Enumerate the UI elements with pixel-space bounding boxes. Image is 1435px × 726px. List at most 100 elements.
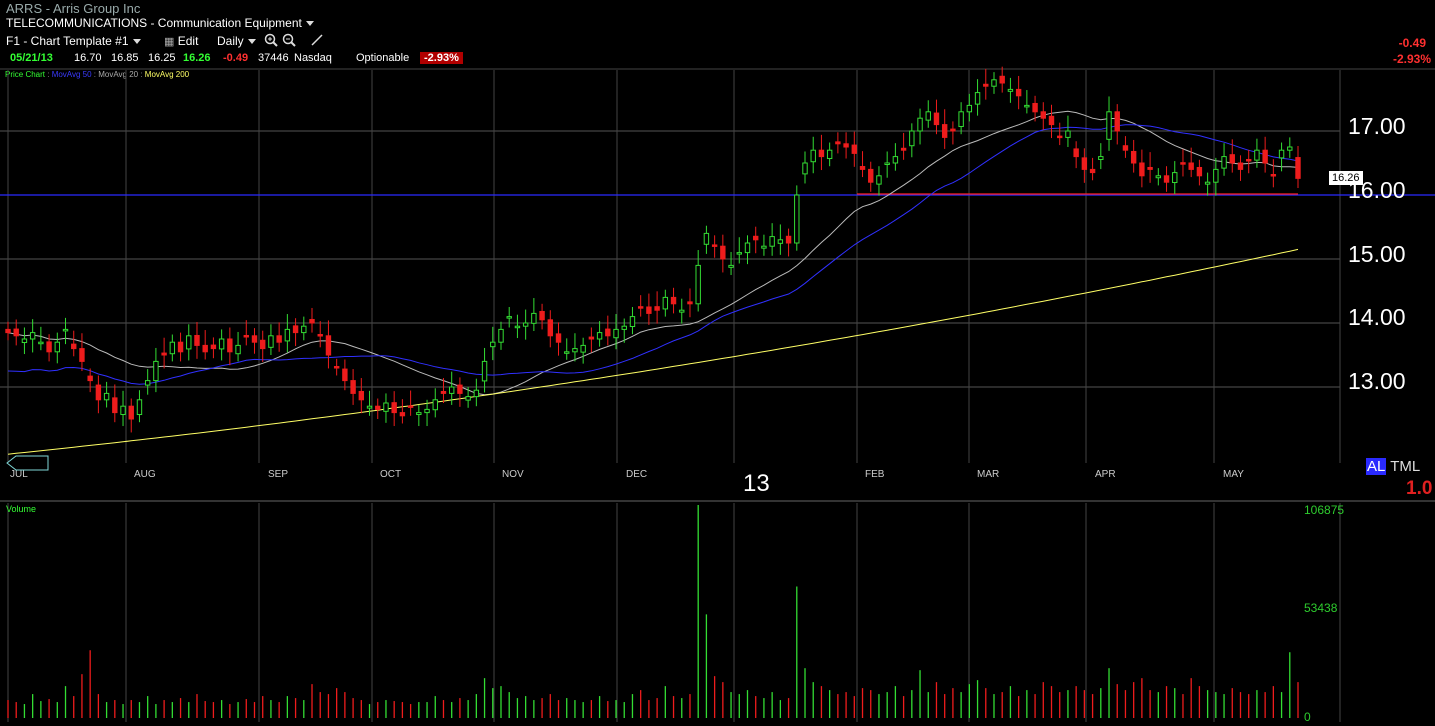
candle-body <box>243 334 249 338</box>
candle-body <box>925 111 931 121</box>
candle-body <box>1073 148 1079 158</box>
candle-body <box>900 147 907 151</box>
zoom-in-icon[interactable] <box>264 33 278 50</box>
month-mar: MAR <box>977 469 1000 480</box>
candle-body <box>79 348 85 362</box>
candle-body <box>1147 166 1153 170</box>
quote-exchange: Nasdaq <box>294 52 332 64</box>
candle-body <box>95 384 102 401</box>
candle-body <box>835 141 841 145</box>
candle-body <box>186 335 192 350</box>
candle-body <box>1270 174 1277 177</box>
candle-body <box>424 408 430 414</box>
candle-body <box>966 104 973 113</box>
candle-body <box>555 333 562 343</box>
candle-body <box>547 319 553 337</box>
candle-body <box>103 392 110 401</box>
candle-body <box>909 130 915 147</box>
candle-body <box>843 143 849 148</box>
edit-icon: ▦ <box>164 36 175 48</box>
candle-body <box>1262 149 1268 164</box>
candle-body <box>218 338 225 350</box>
quote-open: 16.70 <box>74 52 102 64</box>
candle-body <box>514 325 521 329</box>
candle-body <box>687 301 693 305</box>
candle-body <box>358 390 365 401</box>
candle-body <box>1081 157 1088 170</box>
candle-body <box>785 235 792 244</box>
candle-body <box>120 405 126 416</box>
candle-body <box>202 344 208 353</box>
candle-body <box>498 328 504 343</box>
period-selector[interactable]: Daily <box>217 34 256 48</box>
candle-body <box>588 336 595 340</box>
candle-body <box>375 405 381 410</box>
month-oct: OCT <box>380 469 402 480</box>
scroll-left-icon[interactable] <box>6 455 50 471</box>
tml-label: TML <box>1390 458 1421 475</box>
candle-body <box>777 239 784 244</box>
template-selector[interactable]: F1 - Chart Template #1 <box>6 34 141 48</box>
month-aug: AUG <box>134 469 156 480</box>
candle-body <box>802 162 808 175</box>
candle-body <box>695 264 701 305</box>
quote-last: 16.26 <box>183 52 211 64</box>
candle-body <box>605 328 611 337</box>
quote-low: 16.25 <box>148 52 176 64</box>
quote-change: -0.49 <box>223 52 249 64</box>
candle-body <box>736 252 742 255</box>
price-tick-14: 14.00 <box>1348 304 1406 330</box>
sector-label: TELECOMMUNICATIONS - Communication Equip… <box>6 16 302 30</box>
candle-body <box>679 309 685 313</box>
candle-body <box>1040 111 1046 119</box>
candle-body <box>1295 157 1301 179</box>
al-tml-toggle[interactable]: AL TML <box>1366 458 1420 475</box>
ma200-line <box>7 248 1299 455</box>
candle-body <box>958 111 964 128</box>
candle-body <box>621 325 627 330</box>
candle-body <box>1254 149 1260 161</box>
candle-body <box>5 328 11 334</box>
candle-body <box>350 380 356 394</box>
candle-body <box>818 149 825 158</box>
candle-body <box>720 245 726 260</box>
candle-body <box>1065 130 1071 138</box>
candle-body <box>522 322 529 327</box>
legend-ma50: MovAvg 50 <box>51 70 92 79</box>
month-dec: DEC <box>626 469 648 480</box>
candle-body <box>71 343 77 350</box>
candle-body <box>1188 162 1194 170</box>
candle-body <box>999 75 1005 84</box>
candle-body <box>251 335 258 343</box>
month-sep: SEP <box>268 469 289 480</box>
candle-body <box>1032 102 1038 113</box>
symbol-title: ARRS - Arris Group Inc <box>6 1 141 16</box>
candle-body <box>974 92 981 105</box>
candle-body <box>46 341 52 353</box>
candle-body <box>531 312 537 324</box>
candle-body <box>54 341 60 353</box>
candle-body <box>703 232 710 245</box>
legend-ma20: MovAvg 20 <box>98 70 139 79</box>
candle-body <box>13 328 19 337</box>
draw-line-icon[interactable] <box>310 33 324 50</box>
candle-body <box>309 318 315 324</box>
candle-body <box>342 368 348 382</box>
ma50-line <box>7 124 1299 385</box>
candle-body <box>1180 162 1186 165</box>
candle-body <box>457 384 463 394</box>
chevron-down-icon <box>305 21 314 27</box>
sector-selector[interactable]: TELECOMMUNICATIONS - Communication Equip… <box>6 16 314 30</box>
candle-body <box>161 352 167 356</box>
edit-button[interactable]: ▦ Edit <box>164 34 198 48</box>
candle-body <box>87 375 93 382</box>
candle-body <box>112 397 118 414</box>
candle-body <box>826 149 833 160</box>
candle-body <box>169 341 176 355</box>
candle-body <box>333 366 340 369</box>
candle-body <box>268 335 274 348</box>
candle-body <box>1221 156 1227 169</box>
zoom-out-icon[interactable] <box>282 33 296 50</box>
candle-body <box>177 341 184 353</box>
